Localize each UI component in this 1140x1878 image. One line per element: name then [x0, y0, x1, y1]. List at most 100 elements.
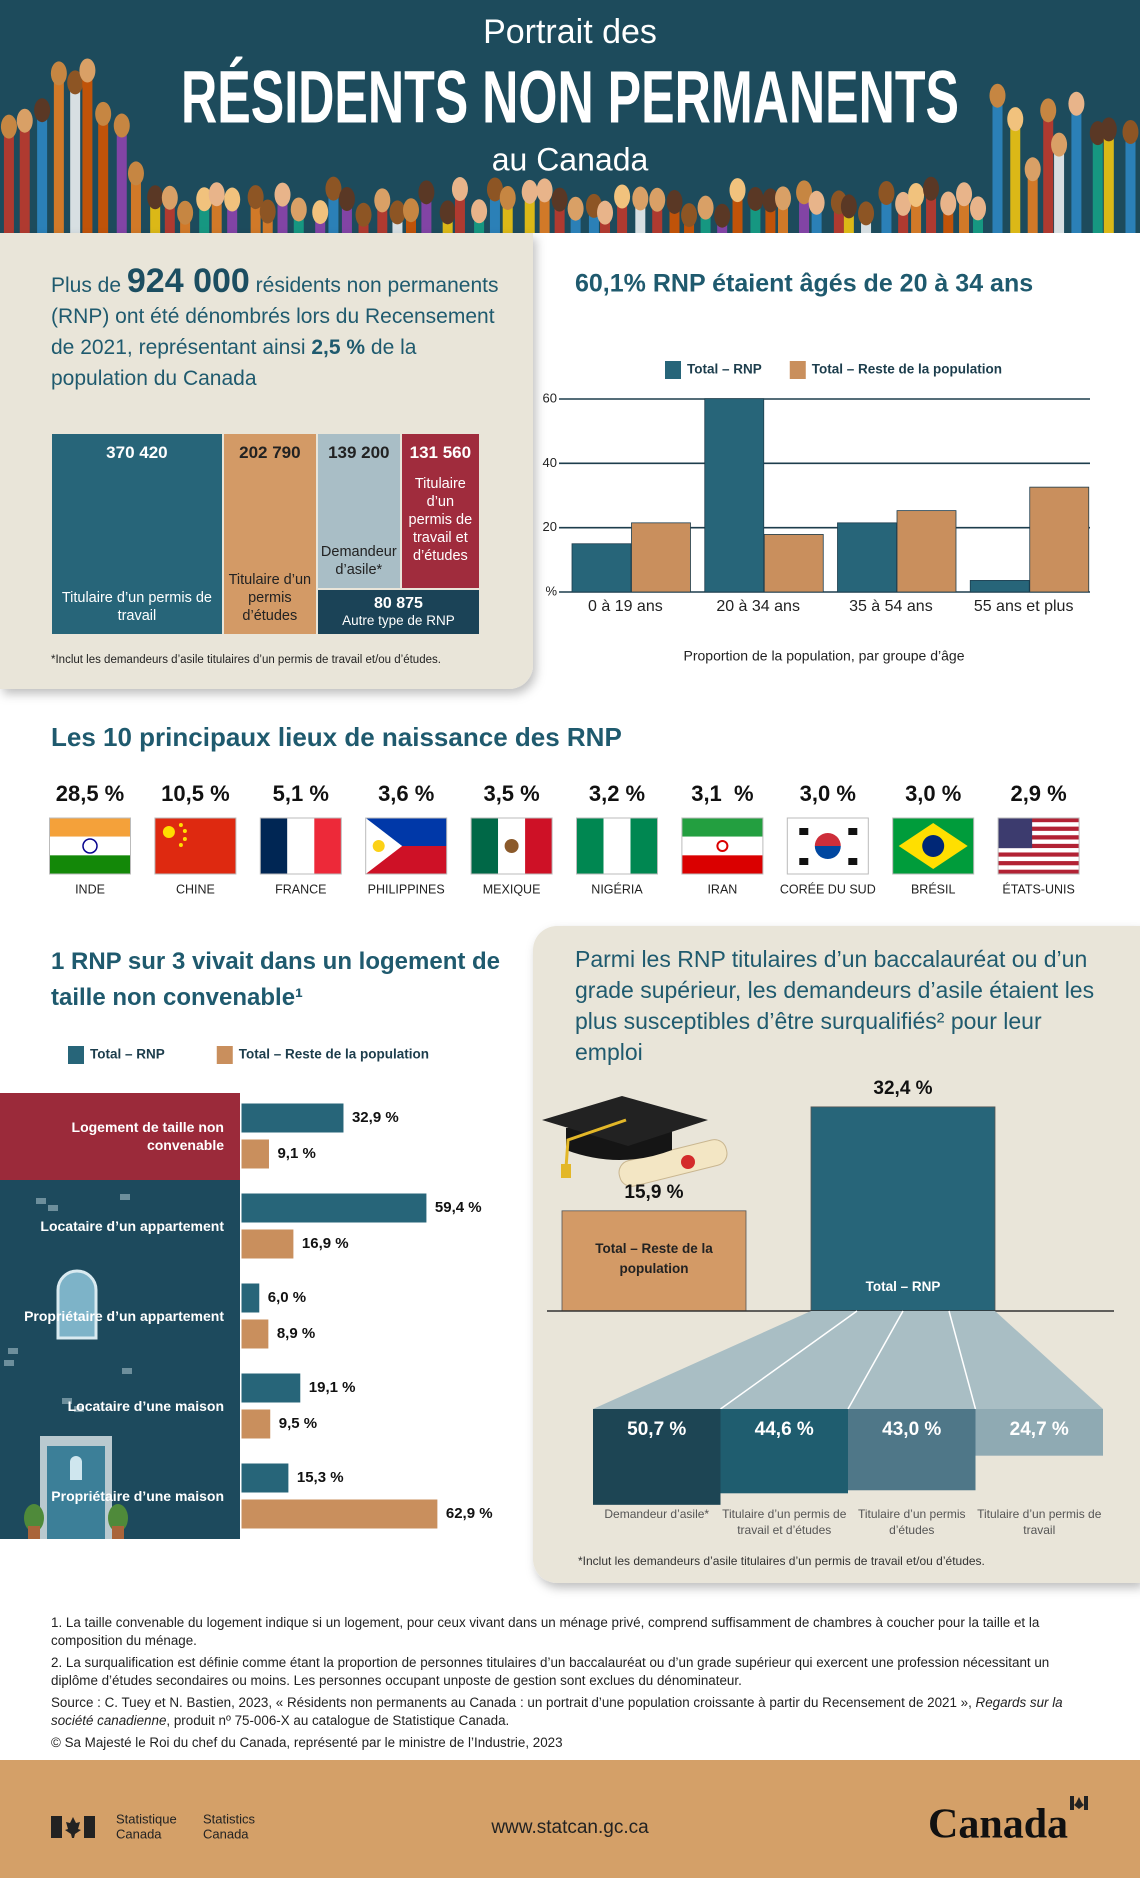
flag-part [998, 856, 1080, 862]
chart-title: 60,1% RNP étaient âgés de 20 à 34 ans [575, 270, 1033, 298]
hand [259, 199, 276, 224]
hand [451, 177, 468, 202]
arm [539, 198, 550, 233]
treemap-box: 139 200 Demandeur d’asile* [316, 433, 401, 589]
arm [227, 207, 238, 233]
category-label: Logement de taille non convenable [71, 1119, 224, 1153]
bar [240, 1408, 272, 1440]
hand [274, 182, 291, 207]
birthplace-value: 3,6 % [378, 781, 434, 806]
bar [837, 522, 897, 593]
footnote: *Inclut les demandeurs d’asile titulaire… [578, 1554, 985, 1568]
x-tick-label: 35 à 54 ans [849, 598, 933, 615]
arm [502, 205, 513, 233]
flag-part [848, 828, 858, 835]
value-label: 9,5 % [279, 1415, 317, 1432]
flag-part [998, 843, 1080, 849]
category-label: Locataire d’un appartement [40, 1218, 224, 1234]
fip-text: Canada [203, 1826, 249, 1841]
treemap-label: Titulaire d’un permis de travail et d’ét… [408, 476, 473, 564]
arm [765, 208, 776, 233]
flag-part [576, 818, 604, 874]
breakdown-bar [848, 1409, 976, 1491]
flag-part [49, 855, 131, 874]
arm [293, 217, 304, 233]
flag-part [182, 837, 187, 841]
header-line1: Portrait des [483, 13, 657, 51]
bar [240, 1192, 428, 1224]
fip-flag [51, 1796, 1088, 1838]
legend-swatch [68, 1046, 84, 1064]
intro-number: 924 000 [126, 262, 250, 300]
flag-border [154, 817, 237, 875]
treemap-box: 202 790 Titulaire d’un permis d’études [222, 433, 317, 635]
source-text: Source : C. Tuey et N. Bastien, 2023, « … [51, 1695, 972, 1710]
arm [421, 200, 432, 233]
hand [567, 196, 584, 221]
hand [536, 178, 553, 203]
arm [992, 103, 1003, 233]
flag-part [182, 829, 187, 833]
flag-part [814, 833, 841, 846]
treemap-value: 139 200 [328, 443, 390, 462]
arm [778, 206, 789, 233]
intro-prefix: Plus de [51, 274, 122, 297]
hand [127, 161, 144, 186]
arm [250, 205, 261, 233]
birthplace-label: PHILIPPINES [368, 882, 445, 896]
arm [474, 219, 485, 233]
flag-part [998, 835, 1080, 840]
arm [19, 128, 30, 233]
hand [374, 188, 391, 213]
breakdown-bar [593, 1409, 721, 1505]
note: 1. La taille convenable du logement indi… [51, 1615, 1040, 1648]
category-label: Propriétaire d’une maison [51, 1488, 224, 1504]
hand [113, 113, 130, 138]
flag-part [525, 818, 553, 874]
bar [240, 1102, 345, 1134]
hand [247, 185, 264, 210]
brick [48, 1205, 58, 1211]
hand [551, 187, 568, 212]
hand [666, 189, 683, 214]
flag-part [504, 839, 519, 853]
value-label: 59,4 % [435, 1199, 482, 1216]
hand [1007, 107, 1024, 132]
legend-swatch [665, 361, 681, 379]
legend-swatch [216, 1046, 233, 1064]
flag-bar [51, 1816, 62, 1838]
flag-part [178, 843, 183, 847]
arm [600, 220, 611, 233]
brick [8, 1348, 18, 1354]
pot [28, 1526, 40, 1539]
arm [570, 216, 581, 233]
breakdown-bar [975, 1409, 1103, 1456]
treemap-value: 202 790 [239, 443, 301, 462]
flag-part [998, 822, 1080, 827]
hand [355, 202, 372, 227]
arm [315, 220, 326, 233]
arm [898, 211, 909, 233]
breakdown-label: Titulaire d’un permis de travail et d’ét… [722, 1507, 847, 1537]
canada-wordmark: Canada [928, 1802, 1068, 1848]
breakdown-value: 44,6 % [755, 1419, 814, 1440]
pot [112, 1526, 124, 1539]
intro-suffix: de la population du Canada [51, 336, 417, 390]
bar [969, 580, 1030, 593]
hand [389, 200, 406, 225]
hand [95, 101, 112, 126]
fip-text: Statistique [116, 1811, 177, 1826]
breakdown-value: 50,7 % [627, 1419, 686, 1440]
hand [325, 176, 342, 201]
flag-border [681, 817, 764, 875]
header-title: RÉSIDENTS NON PERMANENTS [181, 56, 959, 139]
birthplace-label: ÉTATS-UNIS [1002, 881, 1074, 896]
flag-part [603, 818, 631, 874]
hand [418, 180, 435, 205]
flag-part [998, 869, 1080, 874]
flag-part [82, 838, 98, 854]
bar [240, 1282, 261, 1314]
flag-part [998, 818, 1080, 823]
treemap-value: 370 420 [106, 443, 168, 462]
url: www.statcan.gc.ca [490, 1817, 649, 1838]
